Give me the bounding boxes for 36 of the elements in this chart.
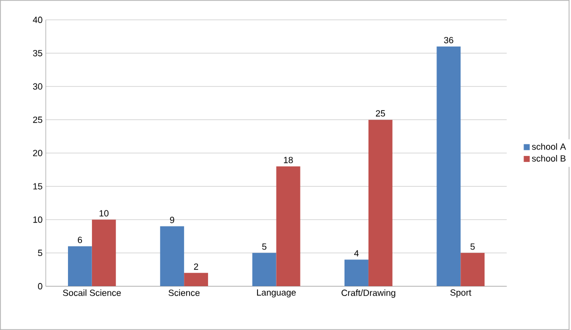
y-tick-label: 5	[38, 250, 42, 256]
bar	[252, 252, 276, 286]
y-tick-label: 20	[33, 150, 42, 156]
data-label: 2	[194, 263, 198, 270]
y-tick-label: 25	[33, 116, 42, 123]
x-tick-label: Socail Science	[62, 289, 121, 296]
x-tick-label: Sport	[450, 289, 472, 298]
bar	[436, 46, 461, 286]
x-tick-label: Craft/Drawing	[342, 289, 396, 298]
y-tick-label: 10	[33, 216, 42, 223]
y-tick-label: 30	[33, 83, 42, 90]
data-label: 25	[376, 110, 386, 117]
data-label: 36	[444, 36, 454, 44]
bar	[460, 252, 485, 286]
y-tick-label: 15	[33, 183, 42, 190]
legend-label: school B	[532, 155, 566, 162]
x-tick-label: Science	[168, 289, 200, 296]
data-label: 6	[78, 236, 82, 244]
y-tick-label: 0	[38, 283, 42, 290]
data-label: 5	[262, 243, 266, 250]
bar	[160, 226, 184, 286]
x-tick-label: Language	[257, 289, 296, 298]
bar	[276, 166, 300, 286]
legend-label: school A	[532, 143, 566, 150]
data-label: 10	[100, 210, 109, 216]
y-tick-label: 40	[32, 16, 42, 24]
bar	[368, 120, 392, 286]
data-label: 18	[284, 156, 293, 164]
bar	[68, 246, 92, 286]
bar	[184, 272, 208, 286]
bar	[92, 220, 116, 286]
data-label: 9	[170, 216, 174, 224]
bar	[344, 260, 368, 286]
y-tick-label: 35	[33, 50, 42, 56]
data-label: 5	[470, 243, 475, 250]
data-label: 4	[354, 250, 359, 256]
